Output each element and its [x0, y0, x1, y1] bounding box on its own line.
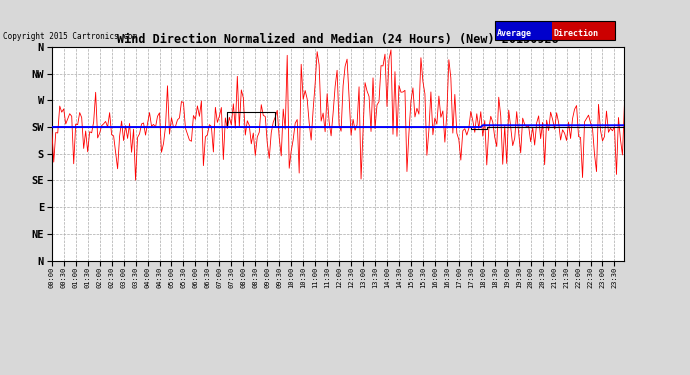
Title: Wind Direction Normalized and Median (24 Hours) (New) 20150928: Wind Direction Normalized and Median (24…: [117, 33, 559, 46]
Text: Direction: Direction: [553, 28, 598, 38]
Text: Copyright 2015 Cartronics.com: Copyright 2015 Cartronics.com: [3, 32, 137, 41]
Text: Average: Average: [497, 28, 532, 38]
